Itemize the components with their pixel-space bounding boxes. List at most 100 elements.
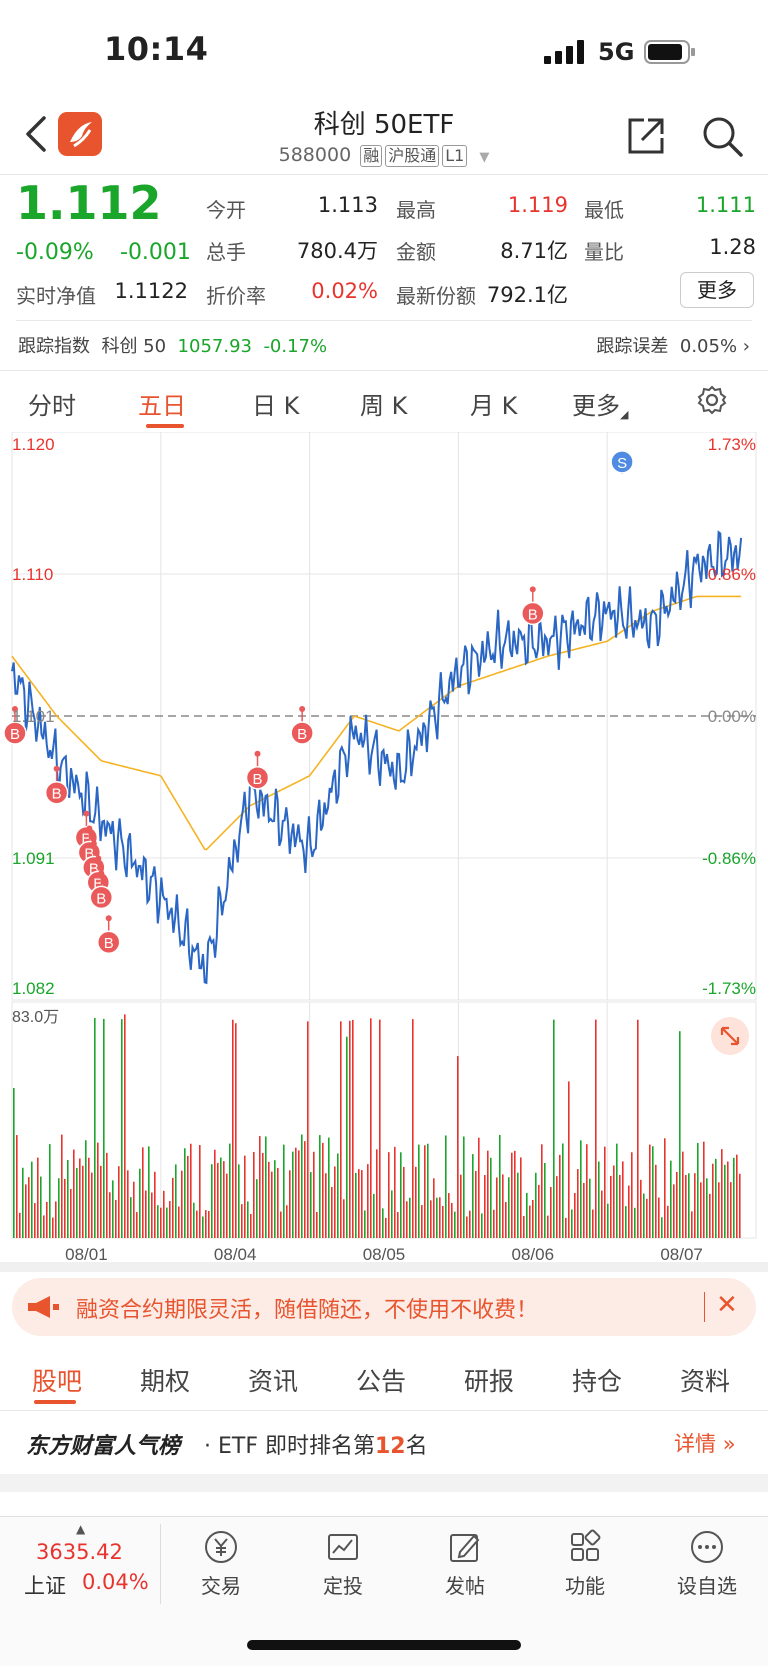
- back-icon[interactable]: [22, 114, 52, 154]
- marker-label: B: [96, 890, 106, 907]
- promo-banner[interactable]: [12, 1278, 756, 1336]
- volume-bar: [109, 1192, 111, 1238]
- tab-research[interactable]: 研报: [464, 1367, 515, 1396]
- value-nav: 1.1122: [114, 279, 188, 303]
- volume-bar: [55, 1201, 57, 1238]
- trade-button[interactable]: 交易: [176, 1528, 266, 1599]
- share-icon[interactable]: [624, 114, 668, 158]
- banner-text[interactable]: 融资合约期限灵活，随借随还，不使用不收费！: [76, 1298, 539, 1323]
- tab-daily-k[interactable]: 日 K: [252, 392, 300, 420]
- marker-dot: [105, 915, 112, 922]
- volume-bar: [199, 1145, 201, 1238]
- volume-bar: [478, 1137, 480, 1238]
- grid-icon: [571, 1529, 601, 1561]
- index-value[interactable]: 3635.42: [36, 1540, 123, 1564]
- tab-news[interactable]: 资讯: [248, 1367, 299, 1396]
- volume-bar: [685, 1175, 687, 1238]
- volume-bar: [487, 1150, 489, 1238]
- more-button[interactable]: 更多: [680, 272, 754, 308]
- add-watchlist-button[interactable]: 设自选: [662, 1528, 752, 1599]
- stock-code-row[interactable]: 588000 融沪股通 L1 ▼: [0, 144, 768, 167]
- volume-bar: [82, 1165, 84, 1238]
- divider: [0, 1410, 768, 1411]
- index-change[interactable]: 0.04%: [82, 1570, 149, 1594]
- volume-bar: [229, 1143, 231, 1238]
- volume-bar: [394, 1146, 396, 1238]
- tab-guba[interactable]: 股吧: [32, 1367, 83, 1396]
- volume-bar: [658, 1197, 660, 1238]
- tag-level: L1: [442, 145, 468, 167]
- volume-bar: [139, 1168, 141, 1238]
- gear-icon[interactable]: [696, 384, 728, 416]
- close-icon[interactable]: ✕: [716, 1290, 738, 1320]
- divider: [0, 370, 768, 371]
- volume-bar: [37, 1157, 39, 1238]
- expand-icon[interactable]: [710, 1016, 750, 1056]
- volume-bar: [349, 1020, 351, 1238]
- volume-bar: [13, 1088, 15, 1238]
- volume-bar: [118, 1166, 120, 1238]
- volume-bar: [628, 1185, 630, 1238]
- volume-bar: [490, 1157, 492, 1238]
- volume-bar: [592, 1209, 594, 1238]
- ranking-number: 12: [374, 1434, 406, 1459]
- y-right-tick: -1.73%: [702, 979, 756, 998]
- marker-dot: [529, 586, 536, 593]
- volume-bar: [130, 1197, 132, 1238]
- change-percent: -0.09%: [16, 240, 94, 265]
- volume-bar: [52, 1217, 54, 1238]
- volume-bar: [172, 1177, 174, 1238]
- volume-bar: [286, 1205, 288, 1238]
- buy-marker: [245, 766, 270, 790]
- tab-announcements[interactable]: 公告: [356, 1367, 407, 1396]
- marker-label: B: [10, 726, 20, 743]
- volume-bar: [205, 1210, 207, 1238]
- marker-dot: [98, 870, 105, 877]
- tab-monthly-k[interactable]: 月 K: [470, 392, 518, 420]
- tab-options[interactable]: 期权: [140, 1367, 191, 1396]
- volume-bar: [400, 1152, 402, 1238]
- label-amount: 金额: [396, 240, 436, 264]
- ranking-suffix: 名: [405, 1434, 428, 1459]
- volume-bar: [187, 1155, 189, 1238]
- tab-more[interactable]: 更多◢: [572, 386, 628, 421]
- volume-bar: [148, 1146, 150, 1238]
- tracking-label: 跟踪指数: [18, 336, 90, 357]
- ranking-detail-link[interactable]: 详情 »: [674, 1428, 736, 1458]
- y-left-tick: 1.091: [12, 849, 55, 868]
- post-label: 发帖: [445, 1574, 485, 1598]
- post-button[interactable]: 发帖: [420, 1528, 510, 1599]
- marker-dot: [90, 840, 97, 847]
- tab-profile[interactable]: 资料: [680, 1367, 731, 1396]
- tab-more-label: 更多: [572, 392, 620, 420]
- volume-bar: [601, 1190, 603, 1238]
- x-tick: 08/05: [363, 1245, 406, 1262]
- volume-bar: [16, 1135, 18, 1238]
- app-logo: [58, 112, 102, 156]
- tag-margin: 融: [360, 145, 383, 167]
- ranking-text[interactable]: · ETF 即时排名第12名: [204, 1428, 428, 1460]
- index-name[interactable]: 上证: [24, 1574, 66, 1598]
- volume-bar: [664, 1138, 666, 1238]
- marker-label: B: [89, 860, 99, 877]
- functions-button[interactable]: 功能: [540, 1528, 630, 1599]
- tab-intraday[interactable]: 分时: [28, 392, 76, 420]
- volume-bar: [466, 1216, 468, 1238]
- volume-bar: [226, 1173, 228, 1238]
- tracking-error-row[interactable]: 跟踪误差 0.05% ›: [596, 332, 750, 358]
- tab-holdings[interactable]: 持仓: [572, 1367, 623, 1396]
- tab-five-day[interactable]: 五日: [138, 392, 186, 420]
- volume-bar: [739, 1173, 741, 1238]
- search-icon[interactable]: [700, 114, 744, 158]
- invest-plan-button[interactable]: 定投: [298, 1528, 388, 1599]
- tracking-index-row[interactable]: 跟踪指数 科创 50 1057.93 -0.17%: [18, 332, 327, 358]
- marker-dot: [95, 855, 102, 862]
- caret-down-icon[interactable]: ▼: [479, 150, 490, 165]
- volume-bar: [217, 1162, 219, 1238]
- volume-bar: [391, 1190, 393, 1238]
- volume-bar: [34, 1203, 36, 1238]
- tab-weekly-k[interactable]: 周 K: [360, 392, 408, 420]
- home-indicator: [247, 1640, 521, 1650]
